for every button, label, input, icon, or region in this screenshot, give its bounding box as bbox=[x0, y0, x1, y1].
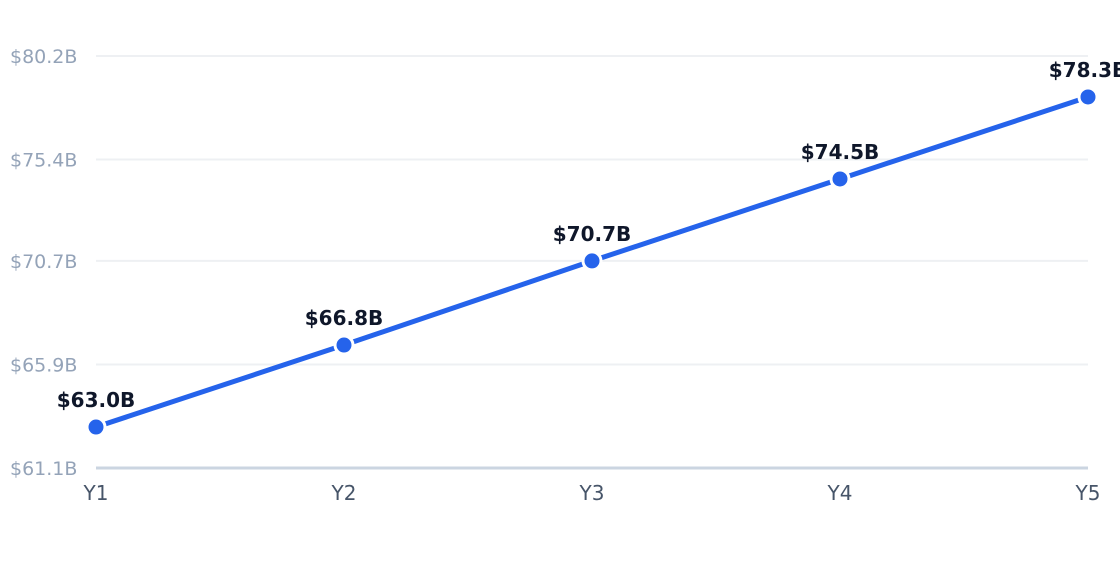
x-tick-label: Y3 bbox=[579, 481, 605, 505]
y-tick-label: $61.1B bbox=[10, 458, 77, 480]
data-point bbox=[333, 334, 355, 356]
data-label: $78.3B bbox=[1049, 58, 1120, 82]
data-point bbox=[1077, 86, 1099, 108]
x-tick-label: Y4 bbox=[827, 481, 853, 505]
y-tick-label: $65.9B bbox=[10, 354, 77, 376]
gridlines bbox=[96, 55, 1088, 366]
data-point bbox=[581, 250, 603, 272]
y-axis-tick-labels: $61.1B $65.9B $70.7B $75.4B $80.2B bbox=[10, 46, 77, 480]
y-tick-label: $70.7B bbox=[10, 251, 77, 273]
y-tick-label: $75.4B bbox=[10, 150, 77, 172]
data-label: $70.7B bbox=[553, 222, 632, 246]
x-tick-label: Y1 bbox=[83, 481, 109, 505]
data-label: $74.5B bbox=[801, 140, 880, 164]
y-tick-label: $80.2B bbox=[10, 46, 77, 68]
x-axis-tick-labels: Y1 Y2 Y3 Y4 Y5 bbox=[83, 481, 1101, 505]
x-tick-label: Y2 bbox=[331, 481, 357, 505]
data-point bbox=[829, 168, 851, 190]
data-point bbox=[85, 416, 107, 438]
x-tick-label: Y5 bbox=[1075, 481, 1101, 505]
data-labels: $63.0B $66.8B $70.7B $74.5B $78.3B bbox=[57, 58, 1120, 412]
data-label: $66.8B bbox=[305, 306, 384, 330]
data-label: $63.0B bbox=[57, 388, 136, 412]
data-points bbox=[85, 86, 1099, 438]
